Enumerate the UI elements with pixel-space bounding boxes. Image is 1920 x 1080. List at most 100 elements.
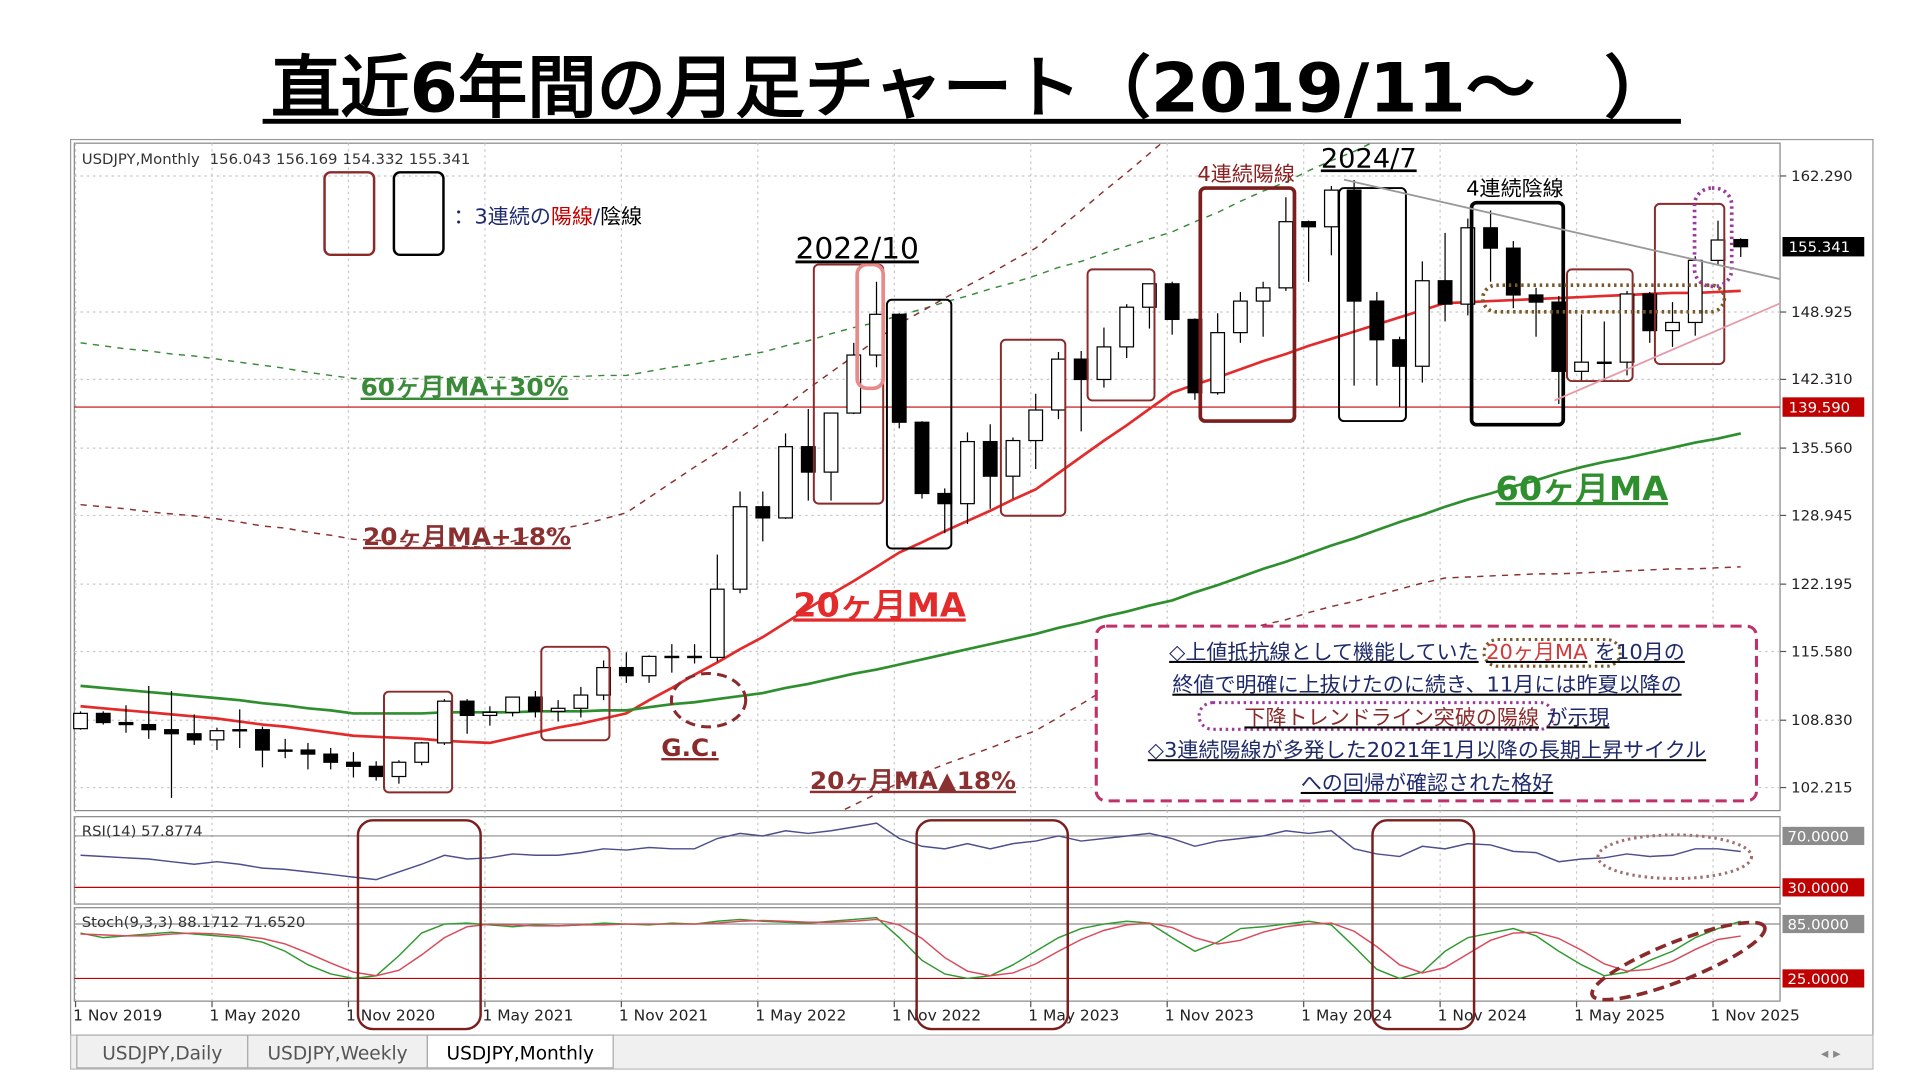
- candle-body: [1005, 439, 1021, 477]
- candle-body: [1733, 238, 1749, 248]
- candle-body: [1665, 321, 1680, 332]
- candle-body: [141, 723, 157, 731]
- info-part: 20ヶ月MA: [1486, 640, 1588, 664]
- candle-body: [1141, 283, 1157, 308]
- info-part: 下降トレンドライン突破の陽線: [1244, 706, 1539, 730]
- box: [1338, 187, 1407, 423]
- candle-body: [232, 729, 248, 732]
- candle-body: [778, 446, 793, 519]
- level-label: 30.0000: [1787, 880, 1848, 897]
- candle-body: [618, 666, 634, 677]
- annotation: G.C.: [661, 733, 718, 762]
- legend-box-down: [392, 171, 445, 257]
- candle-body: [1414, 280, 1430, 367]
- dotted-box: [1480, 283, 1727, 314]
- candle-body: [391, 761, 407, 778]
- tab-label[interactable]: USDJPY,Monthly: [447, 1044, 595, 1065]
- info-text: ◇上値抵抗線として機能していた 20ヶ月MA を10月の終値で明確に上抜けたのに続き…: [1148, 640, 1706, 795]
- box: [1198, 186, 1297, 423]
- annotation-layer: [323, 171, 1781, 1031]
- box: [383, 690, 454, 794]
- info-part: ◇3連続陽線が多発した2021年1月以降の長期上昇サイクル: [1148, 738, 1706, 762]
- candle-body: [709, 588, 725, 659]
- y-tick-label: 148.925: [1791, 304, 1852, 321]
- info-line: ◇3連続陽線が多発した2021年1月以降の長期上昇サイクル: [1148, 738, 1706, 762]
- annotation: 4連続陽線: [1197, 162, 1295, 186]
- x-tick-label: 1 May 2020: [210, 1007, 301, 1025]
- tab[interactable]: [76, 1034, 249, 1069]
- tab[interactable]: [247, 1034, 428, 1069]
- scroll-arrows[interactable]: ◂ ▸: [1821, 1045, 1841, 1062]
- candle-body: [1051, 358, 1066, 411]
- y-tick-label: 102.215: [1791, 780, 1852, 797]
- candle-body: [1210, 332, 1226, 394]
- candle-body: [459, 700, 475, 717]
- y-tick-label: 142.310: [1791, 371, 1852, 388]
- candle-body: [1392, 339, 1408, 367]
- x-tick-label: 1 Nov 2022: [892, 1007, 981, 1025]
- tabs: USDJPY,Daily USDJPY,Weekly USDJPY,Monthly: [76, 1034, 614, 1069]
- y-tick-label: 122.195: [1791, 576, 1852, 593]
- series-label: 20ヶ月MA▲18%: [810, 766, 1016, 795]
- candle-body: [596, 666, 612, 696]
- box: [540, 645, 611, 742]
- candle-body: [1278, 221, 1294, 289]
- symbol: USDJPY,Monthly: [82, 151, 200, 168]
- candle-body: [1301, 221, 1317, 228]
- info-line: 終値で明確に上抜けたのに続き、11月には昨夏以降の: [1172, 673, 1681, 697]
- last-price-label: 155.341: [1789, 239, 1850, 256]
- last-price-box: [1782, 237, 1865, 257]
- candle-body: [1369, 300, 1385, 341]
- terminal-frame: [69, 138, 1874, 1036]
- info-oval: [1482, 637, 1622, 668]
- y-tick-label: 162.290: [1791, 168, 1852, 185]
- candle-body: [732, 506, 748, 590]
- info-line: ◇上値抵抗線として機能していた 20ヶ月MA を10月の: [1169, 640, 1685, 664]
- candle-body: [1346, 189, 1362, 302]
- candle-body: [1596, 361, 1612, 364]
- candle-body: [1528, 294, 1544, 303]
- candle-body: [73, 712, 88, 730]
- open-value: 156.043: [210, 151, 271, 168]
- candle-body: [914, 421, 930, 495]
- stoch-panel: [73, 907, 1781, 1002]
- candle-body: [755, 506, 771, 519]
- candle-body: [1437, 280, 1453, 305]
- tab-label[interactable]: USDJPY,Daily: [102, 1044, 222, 1065]
- note-part: 陰線: [600, 204, 642, 228]
- candle-body: [186, 733, 202, 741]
- candle-body: [1619, 293, 1635, 363]
- dotted-box: [1692, 186, 1734, 289]
- candle-body: [1232, 300, 1248, 334]
- annotation: 2024/7: [1321, 144, 1417, 175]
- candle-body: [345, 761, 361, 767]
- candle-body: [323, 753, 339, 763]
- tab-label[interactable]: USDJPY,Weekly: [267, 1044, 407, 1065]
- box: [999, 338, 1067, 517]
- stoch-label: Stoch(9,3,3) 88.1712 71.6520: [82, 914, 306, 931]
- candle-body: [1164, 283, 1180, 321]
- candle-body: [505, 696, 521, 713]
- highlight-box: [855, 262, 886, 391]
- main-panel: [73, 142, 1781, 812]
- candle-body: [436, 700, 452, 744]
- candle-body: [1323, 189, 1339, 228]
- rsi-label: RSI(14) 57.8774: [82, 823, 203, 840]
- x-tick-label: 1 Nov 2024: [1438, 1007, 1527, 1025]
- box: [1086, 268, 1156, 402]
- indicator-box: [356, 819, 482, 1031]
- candle-body: [482, 711, 498, 717]
- info-part: を10月の: [1595, 640, 1685, 664]
- tab[interactable]: [426, 1034, 614, 1069]
- x-tick-label: 1 May 2022: [755, 1007, 846, 1025]
- candle-body: [277, 749, 293, 752]
- candle-body: [550, 707, 566, 712]
- x-tick-label: 1 Nov 2023: [1165, 1007, 1254, 1025]
- candle-layer: [73, 179, 1749, 798]
- candle-body: [1710, 239, 1726, 261]
- candle-body: [1028, 409, 1044, 442]
- annotation: 2022/10: [795, 232, 918, 266]
- y-tick-label: 135.560: [1791, 440, 1852, 457]
- series-label: 60ヶ月MA: [1496, 469, 1669, 508]
